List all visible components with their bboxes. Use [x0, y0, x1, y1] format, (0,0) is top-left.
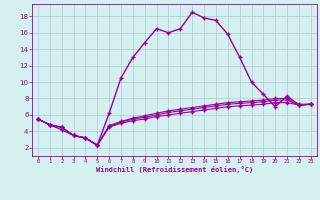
X-axis label: Windchill (Refroidissement éolien,°C): Windchill (Refroidissement éolien,°C) — [96, 166, 253, 173]
